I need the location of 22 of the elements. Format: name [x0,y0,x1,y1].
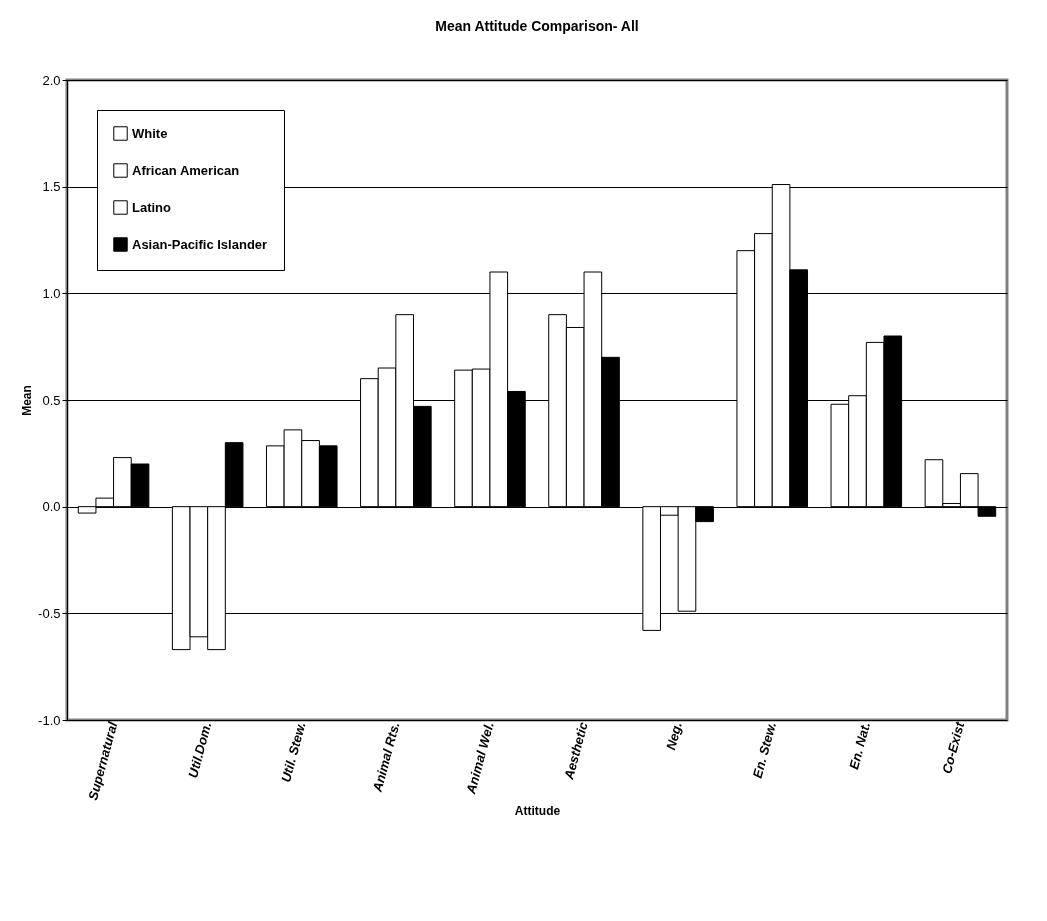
x-tick-label: Util. Stew. [278,720,309,784]
x-tick-label: Aesthetic [560,719,591,782]
y-tick-label: 1.0 [42,285,61,301]
x-tick-label: Neg. [663,720,685,752]
y-tick-label: -0.5 [38,605,61,621]
legend-label: Asian-Pacific Islander [132,236,268,252]
x-tick-label: En. Stew. [749,720,779,780]
x-tick-label: En. Nat. [846,720,874,772]
legend-label: African American [132,162,240,178]
legend-label: Latino [132,199,172,215]
x-axis-title: Attitude [514,803,561,818]
y-tick-label: 0.0 [42,499,61,515]
y-tick-label: 1.5 [42,179,61,195]
y-tick-label: 2.0 [42,72,61,88]
x-tick-label: Animal Wel. [462,720,497,797]
y-tick-label: -1.0 [38,712,61,728]
x-tick-label: Co-Exist [939,719,968,776]
chart-title: Mean Attitude Comparison- All [435,18,639,34]
legend-label: White [132,125,168,141]
x-tick-label: Animal Rts. [369,720,403,795]
y-tick-label: 0.5 [42,392,61,408]
y-axis-title: Mean [20,385,35,416]
